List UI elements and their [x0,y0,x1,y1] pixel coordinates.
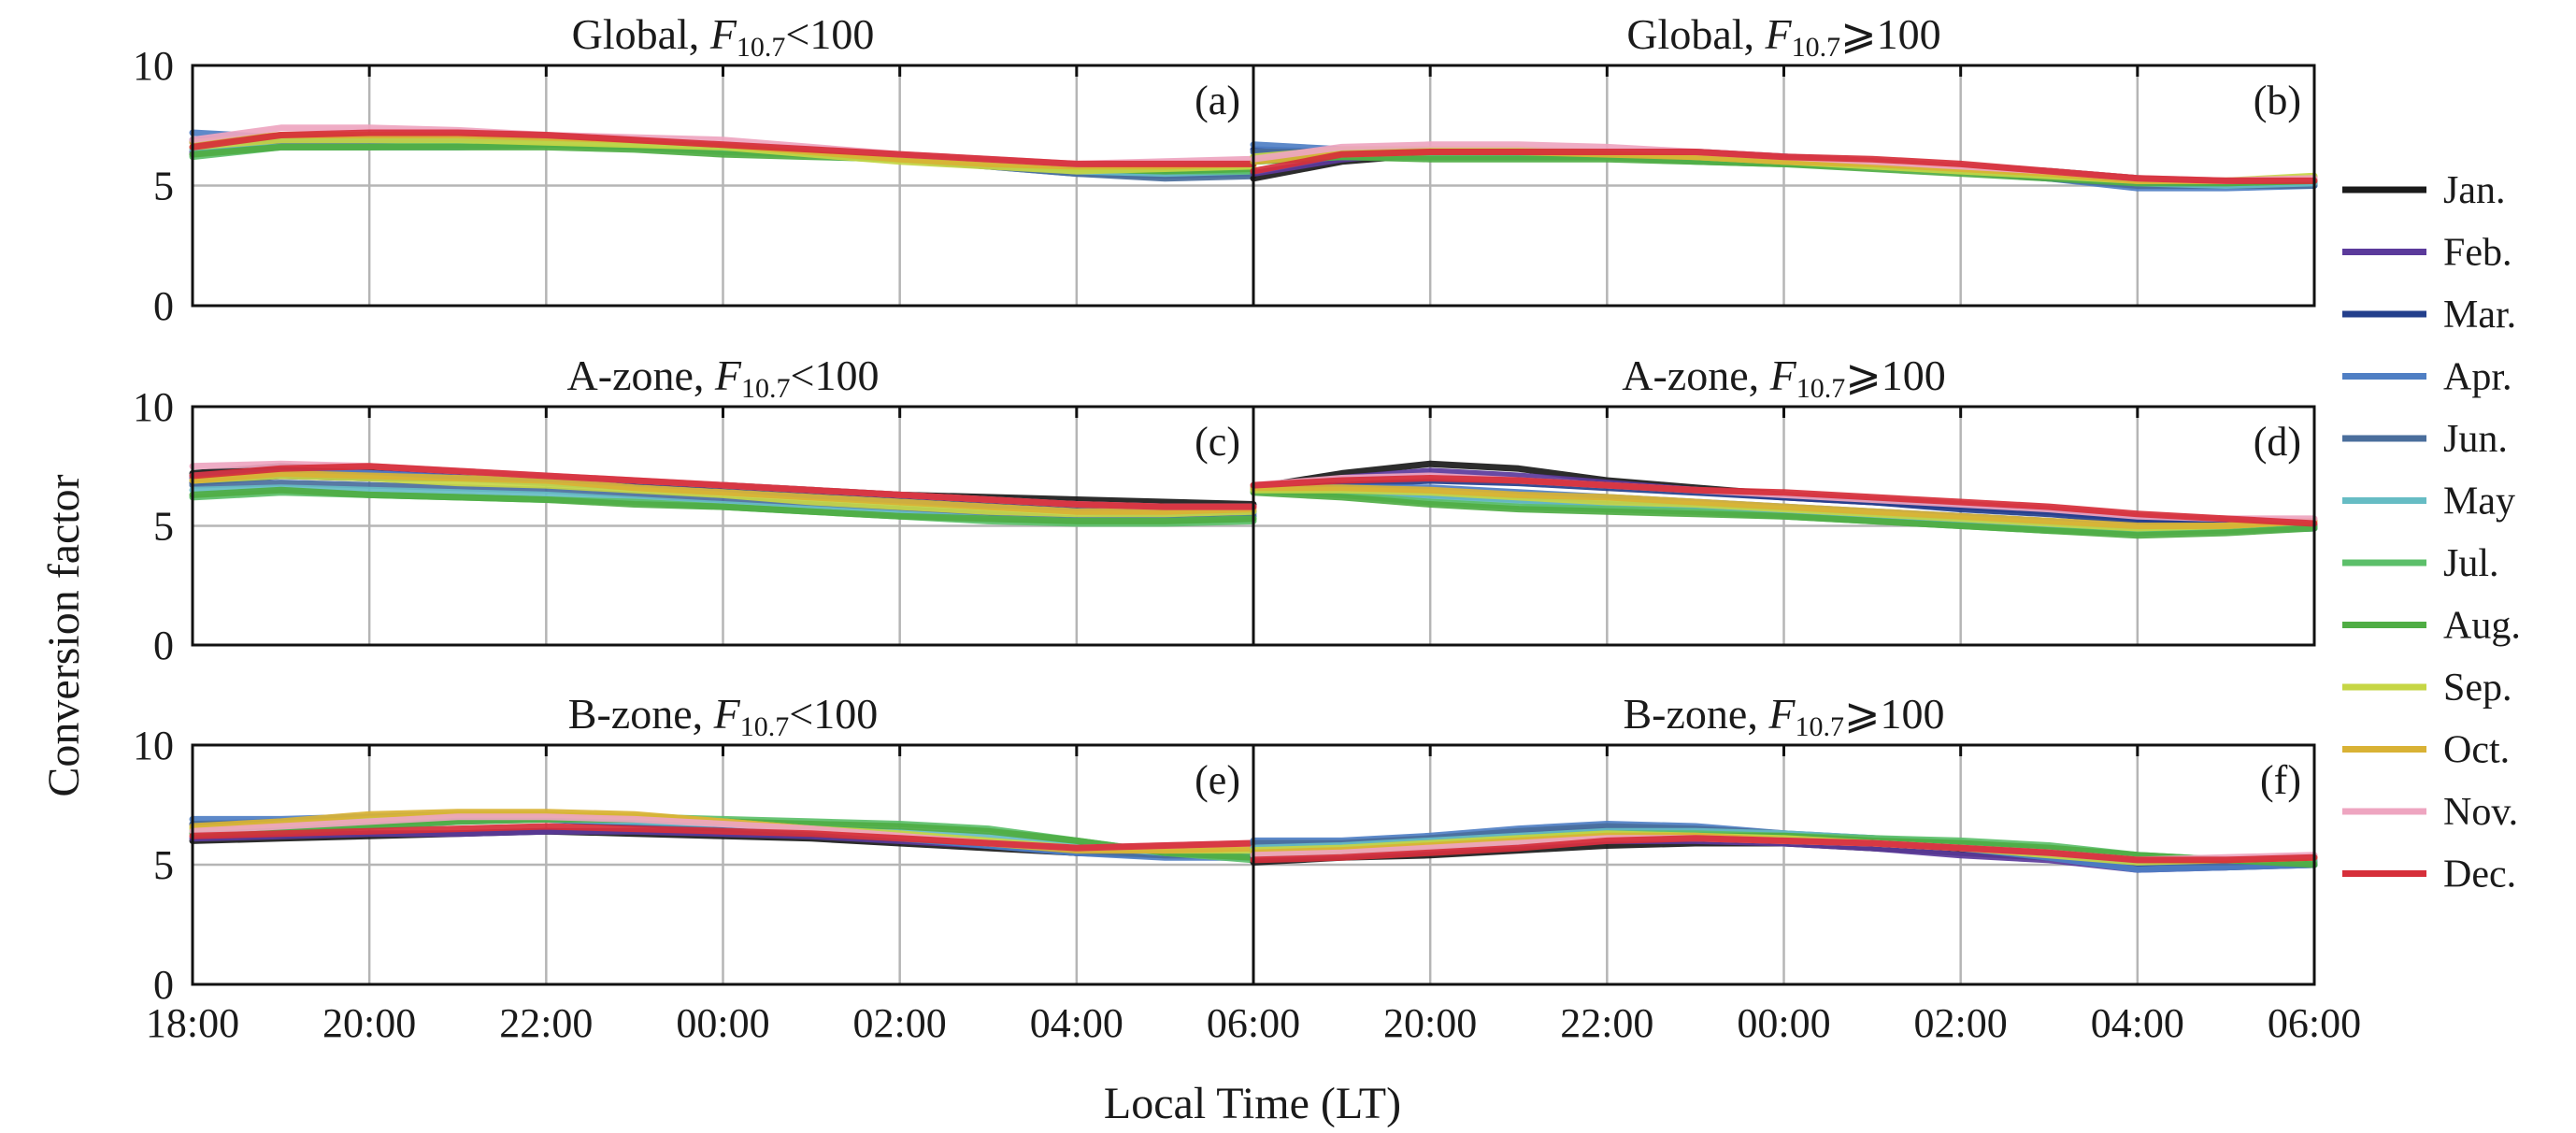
x-tick-label: 22:00 [499,1000,593,1046]
series-group [189,460,1257,527]
legend-label: Jan. [2443,169,2506,212]
x-tick-label: 20:00 [1383,1000,1477,1046]
panel-b: Global, F10.7⩾100 (b) [1250,10,2318,308]
x-tick-label: 00:00 [676,1000,769,1046]
y-tick-label: 0 [153,283,174,329]
panel-letter-label: (b) [2254,78,2301,123]
y-tick-label: 10 [133,384,174,430]
legend-label: Jun. [2443,418,2508,461]
legend-item-jun: Jun. [2342,418,2508,461]
legend: Jan. Feb. Mar. Apr. Jun. May Jul. Aug. Sep. Oct. N… [2342,169,2521,896]
panel-d: A-zone, F10.7⩾100 (d) [1250,351,2318,647]
series-line-aug [189,486,1257,524]
series-line-dec [1250,475,2318,527]
x-tick-label: 06:00 [1207,1000,1300,1046]
panel-title: B-zone, F10.7⩾100 [1624,690,1945,742]
series-group [189,124,1257,182]
series-group [1250,821,2318,873]
legend-item-apr: Apr. [2342,356,2512,399]
panel-title: B-zone, F10.7<100 [568,690,878,742]
x-tick-label: 02:00 [1914,1000,2008,1046]
legend-label: May [2443,480,2515,523]
legend-item-jul: Jul. [2342,542,2499,585]
legend-label: Nov. [2443,791,2518,834]
panel-letter-label: (d) [2254,419,2301,465]
x-tick-label: 20:00 [322,1000,416,1046]
x-tick-label: 00:00 [1737,1000,1830,1046]
x-axis-label: Local Time (LT) [1104,1079,1401,1128]
legend-item-may: May [2342,480,2515,523]
legend-label: Feb. [2443,232,2512,275]
legend-item-oct: Oct. [2342,729,2510,772]
x-tick-label: 04:00 [2091,1000,2184,1046]
legend-label: Aug. [2443,605,2521,648]
legend-item-nov: Nov. [2342,791,2518,834]
panel-f: 20:00 22:00 00:00 02:00 04:00 06:00 B-zone, F1… [1250,690,2361,1046]
legend-label: Mar. [2443,294,2516,337]
y-tick-label: 5 [153,164,174,209]
panel-title: Global, F10.7⩾100 [1626,10,1940,63]
legend-item-jan: Jan. [2342,169,2506,212]
legend-label: Dec. [2443,853,2516,896]
x-tick-label: 22:00 [1560,1000,1653,1046]
legend-item-feb: Feb. [2342,232,2512,275]
series-line-dec [1250,149,2318,184]
panel-e: 0 5 10 18:00 20:00 22:00 00:00 02:00 04:00 06:00 B… [133,690,1300,1046]
series-line-dec [189,463,1257,510]
y-tick-label: 10 [133,43,174,89]
legend-label: Jul. [2443,542,2499,585]
panel-title: A-zone, F10.7<100 [567,351,880,404]
series-line-aug [1250,489,2318,539]
series-line-oct [189,469,1257,515]
series-group [1250,141,2318,192]
y-tick-label: 10 [133,723,174,768]
panel-title: Global, F10.7<100 [572,10,875,63]
x-tick-label: 06:00 [2268,1000,2361,1046]
series-group [189,809,1257,864]
y-tick-label: 5 [153,504,174,550]
y-axis-label: Conversion factor [39,474,89,796]
legend-item-sep: Sep. [2342,667,2512,710]
y-tick-label: 0 [153,623,174,668]
legend-label: Sep. [2443,667,2512,710]
legend-item-dec: Dec. [2342,853,2516,896]
y-tick-label: 0 [153,962,174,1008]
panel-letter-label: (a) [1195,78,1240,123]
legend-item-aug: Aug. [2342,605,2521,648]
x-tick-label: 04:00 [1030,1000,1123,1046]
y-tick-label: 5 [153,842,174,888]
panel-a: 0 5 10 Global, F10.7<100 (a) [133,10,1257,329]
x-tick-label: 18:00 [146,1000,239,1046]
panel-letter-label: (e) [1195,757,1240,803]
x-tick-label: 02:00 [853,1000,947,1046]
panel-title: A-zone, F10.7⩾100 [1622,351,1946,404]
series-line-dec [189,129,1257,167]
panel-letter-label: (c) [1195,419,1240,465]
legend-label: Oct. [2443,729,2510,772]
legend-item-mar: Mar. [2342,294,2516,337]
series-line-oct [1250,484,2318,529]
series-line-dec [189,823,1257,852]
panel-letter-label: (f) [2260,757,2301,803]
series-line-dec [1250,835,2318,864]
legend-label: Apr. [2443,356,2512,399]
panel-c: 0 5 10 A-zone, F10.7<100 (c) [133,351,1257,668]
series-group [1250,460,2318,539]
